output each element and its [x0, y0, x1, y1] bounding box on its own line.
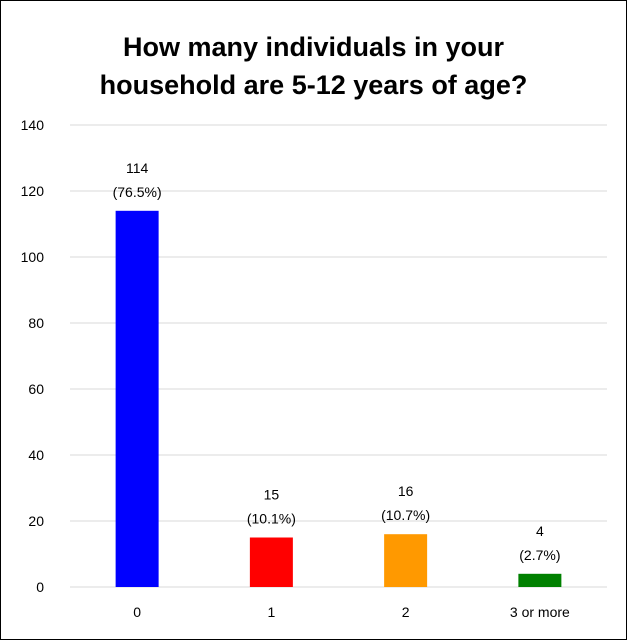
bar [249, 537, 293, 587]
data-label-percent: (76.5%) [113, 184, 162, 200]
y-tick-label: 80 [28, 315, 44, 331]
bar [115, 210, 159, 588]
chart-title-line-2: household are 5-12 years of age? [99, 70, 528, 100]
data-label-value: 114 [126, 160, 149, 176]
data-label-percent: (2.7%) [519, 547, 560, 563]
data-label-value: 16 [398, 483, 414, 499]
x-tick-label: 1 [267, 604, 275, 620]
y-tick-label: 100 [21, 249, 45, 265]
data-label-percent: (10.1%) [247, 511, 296, 527]
data-label-percent: (10.7%) [381, 507, 430, 523]
x-tick-label: 3 or more [510, 604, 570, 620]
bar [384, 534, 428, 587]
y-tick-label: 20 [28, 513, 44, 529]
data-label-value: 15 [264, 487, 280, 503]
y-tick-label: 140 [21, 117, 45, 133]
y-tick-label: 60 [28, 381, 44, 397]
chart-title: How many individuals in your household a… [0, 28, 627, 104]
data-label-value: 4 [536, 523, 544, 539]
x-tick-label: 2 [402, 604, 410, 620]
chart-title-line-1: How many individuals in your [122, 32, 505, 62]
x-tick-label: 0 [133, 604, 141, 620]
bar [518, 573, 562, 587]
y-tick-label: 40 [28, 447, 44, 463]
y-tick-label: 0 [36, 579, 44, 595]
y-tick-label: 120 [21, 183, 45, 199]
